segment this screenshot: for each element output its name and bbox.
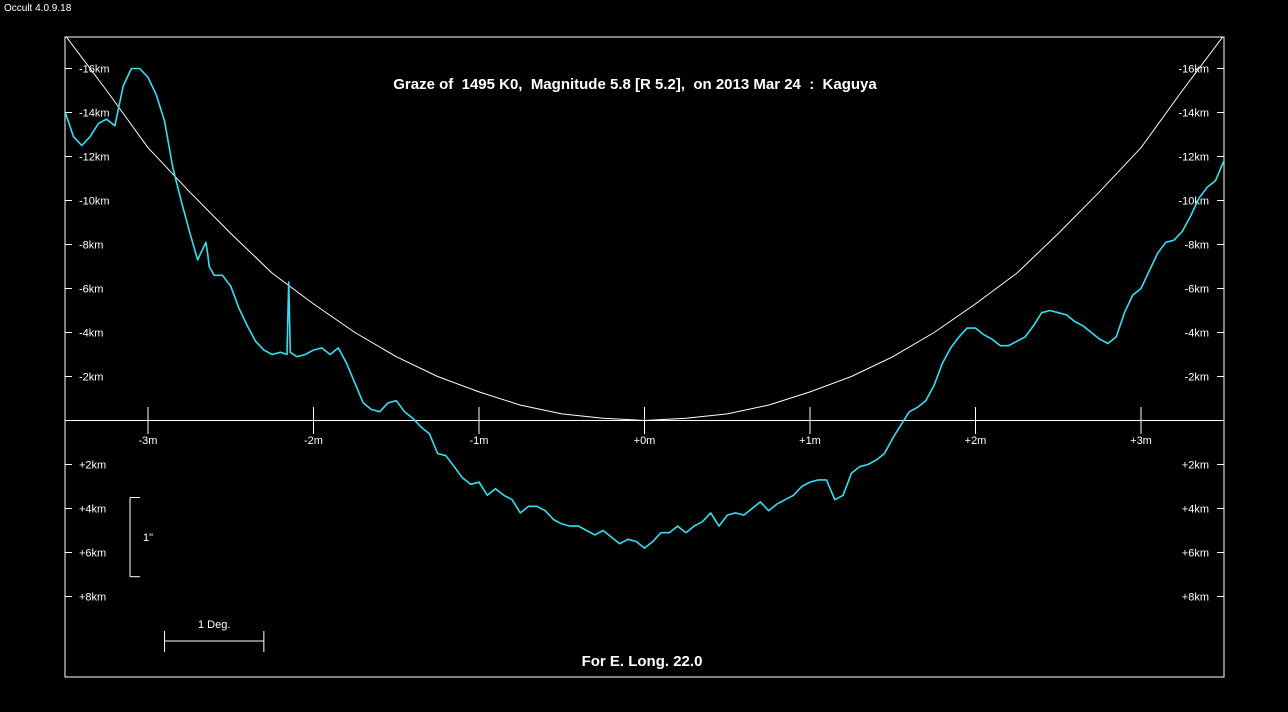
- app-title: Occult 4.0.9.18: [4, 3, 72, 14]
- y-tick-label-right: -10km: [1178, 196, 1209, 208]
- x-tick-label: +2m: [965, 435, 987, 447]
- x-tick-label: +1m: [799, 435, 821, 447]
- x-tick-label: +0m: [634, 435, 656, 447]
- plot-frame: [64, 36, 1225, 678]
- x-tick-label: -3m: [139, 435, 158, 447]
- arcsec-scale-bar: 1": [129, 497, 153, 578]
- y-tick-label-left: -4km: [79, 328, 103, 340]
- y-tick-label-left: -12km: [79, 152, 110, 164]
- x-tick-label: +3m: [1130, 435, 1152, 447]
- x-tick-label: -2m: [304, 435, 323, 447]
- y-tick-label-left: -6km: [79, 284, 103, 296]
- y-tick-label-right: -12km: [1178, 152, 1209, 164]
- y-tick-label-left: -2km: [79, 372, 103, 384]
- y-tick-label-right: -16km: [1178, 64, 1209, 76]
- limb-profile-line: [65, 67, 1224, 549]
- y-tick-label-right: -14km: [1178, 108, 1209, 120]
- scale-bars: 1" 1 Deg.: [129, 497, 265, 652]
- y-tick-label-left: -8km: [79, 240, 103, 252]
- y-tick-label-right: -4km: [1185, 328, 1209, 340]
- chart-title: Graze of 1495 K0, Magnitude 5.8 [R 5.2],…: [393, 76, 877, 93]
- y-tick-label-left: -16km: [79, 64, 110, 76]
- y-tick-label-right: -8km: [1185, 240, 1209, 252]
- y-tick-label-left: +6km: [79, 548, 106, 560]
- y-tick-label-left: -14km: [79, 108, 110, 120]
- y-tick-label-left: +4km: [79, 504, 106, 516]
- y-axis-ticks: -16km -14km -12km -10km -8km -6km -4km -2km +2km…: [65, 64, 1224, 604]
- y-tick-label-right: +4km: [1182, 504, 1209, 516]
- y-tick-label-right: +2km: [1182, 460, 1209, 472]
- y-tick-label-right: -2km: [1185, 372, 1209, 384]
- y-tick-label-left: +8km: [79, 592, 106, 604]
- arcsec-scale-label: 1": [143, 532, 153, 544]
- x-tick-label: -1m: [470, 435, 489, 447]
- degree-scale-label: 1 Deg.: [198, 619, 230, 631]
- degree-scale-bar: 1 Deg.: [164, 619, 265, 652]
- y-tick-label-left: +2km: [79, 460, 106, 472]
- series-layer: [65, 37, 1224, 549]
- y-tick-label-right: +6km: [1182, 548, 1209, 560]
- path-curve-line: [65, 37, 1224, 421]
- x-axis-ticks: -3m -2m -1m +0m +1m +2m +3m: [139, 407, 1152, 447]
- y-tick-label-right: -6km: [1185, 284, 1209, 296]
- y-tick-label-left: -10km: [79, 196, 110, 208]
- chart-footer: For E. Long. 22.0: [582, 653, 703, 670]
- y-tick-label-right: +8km: [1182, 592, 1209, 604]
